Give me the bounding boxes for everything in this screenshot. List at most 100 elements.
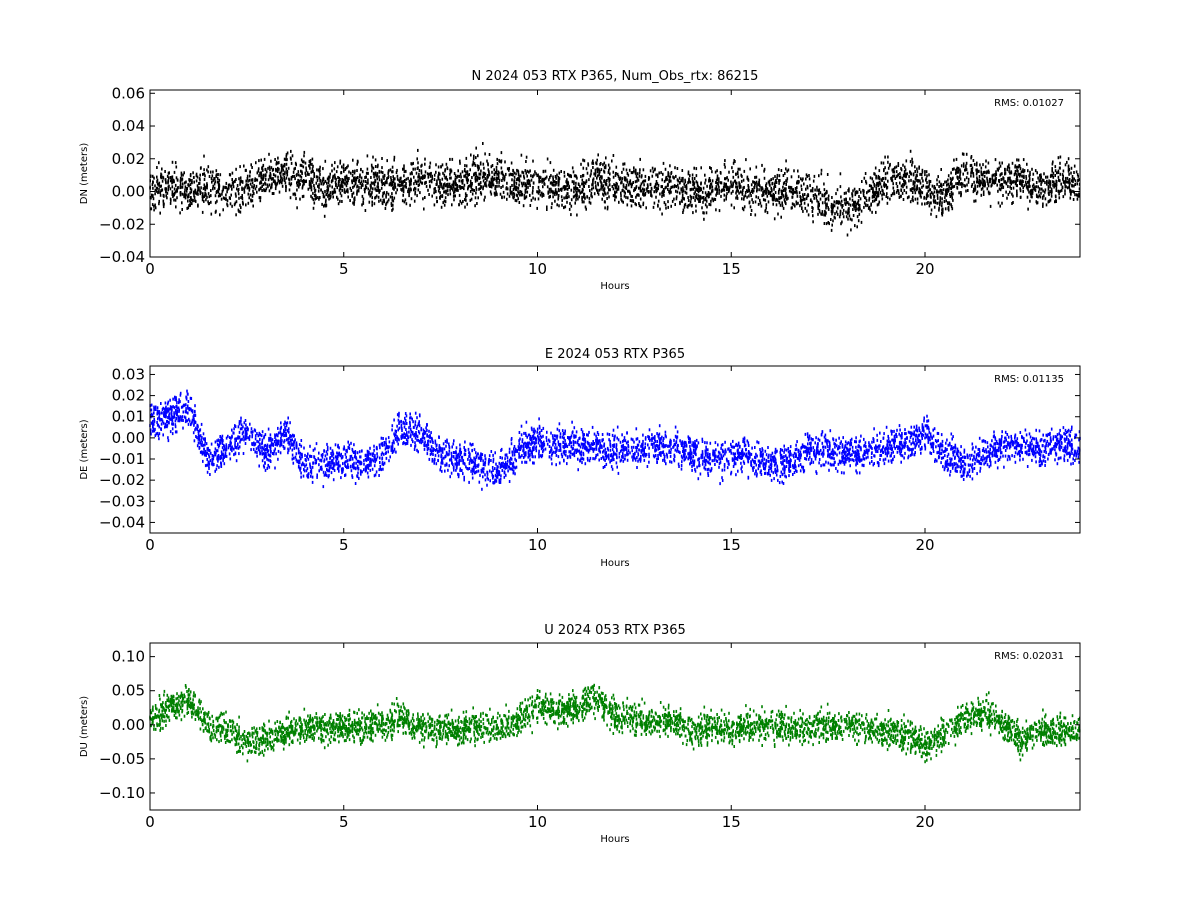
data-point bbox=[720, 453, 722, 457]
data-point bbox=[217, 173, 219, 176]
data-point bbox=[909, 188, 912, 192]
data-point bbox=[549, 161, 552, 165]
data-point bbox=[806, 194, 808, 198]
data-point bbox=[748, 201, 751, 205]
data-point bbox=[878, 187, 880, 191]
data-point bbox=[622, 200, 624, 204]
data-point bbox=[666, 177, 668, 181]
data-point bbox=[663, 190, 665, 194]
data-point bbox=[816, 199, 818, 203]
data-point bbox=[488, 180, 491, 184]
data-point bbox=[524, 184, 526, 188]
data-point bbox=[940, 191, 942, 195]
data-point bbox=[512, 195, 514, 199]
data-point bbox=[1000, 186, 1003, 190]
data-point bbox=[1051, 169, 1053, 173]
data-point bbox=[1035, 460, 1037, 464]
data-point bbox=[763, 169, 765, 173]
data-point bbox=[606, 207, 609, 211]
data-point bbox=[854, 224, 856, 228]
data-point bbox=[413, 175, 415, 179]
data-point bbox=[162, 199, 165, 203]
data-point bbox=[1059, 179, 1061, 183]
data-point bbox=[567, 192, 569, 196]
data-point bbox=[851, 192, 853, 196]
data-point bbox=[718, 209, 721, 213]
data-point bbox=[675, 195, 678, 199]
data-point bbox=[607, 163, 610, 167]
data-point bbox=[352, 169, 354, 173]
data-point bbox=[791, 202, 794, 206]
data-point bbox=[804, 197, 806, 201]
data-point bbox=[456, 184, 458, 187]
data-point bbox=[553, 180, 556, 184]
data-point bbox=[812, 206, 814, 210]
data-point bbox=[950, 179, 952, 183]
data-point bbox=[272, 177, 274, 181]
data-point bbox=[904, 165, 906, 169]
data-point bbox=[337, 179, 340, 183]
data-point bbox=[387, 192, 390, 196]
data-point bbox=[921, 191, 924, 195]
data-point bbox=[725, 182, 727, 186]
data-point bbox=[493, 168, 495, 172]
data-point bbox=[733, 159, 735, 163]
data-point bbox=[683, 205, 686, 209]
data-point bbox=[484, 172, 487, 176]
data-point bbox=[864, 172, 867, 175]
data-point bbox=[441, 185, 443, 189]
data-point bbox=[979, 466, 982, 470]
data-point bbox=[277, 161, 279, 165]
data-point bbox=[172, 192, 174, 196]
data-point bbox=[651, 174, 654, 178]
data-point bbox=[677, 179, 679, 183]
data-point bbox=[867, 189, 869, 193]
data-point bbox=[752, 468, 754, 472]
data-point bbox=[360, 184, 363, 188]
data-point bbox=[317, 168, 320, 172]
data-point bbox=[411, 162, 413, 166]
data-point bbox=[827, 196, 829, 200]
data-point bbox=[573, 180, 575, 184]
data-point bbox=[750, 213, 752, 216]
data-point bbox=[370, 176, 372, 179]
data-point bbox=[293, 167, 295, 171]
data-point bbox=[465, 198, 467, 202]
data-point bbox=[695, 174, 698, 178]
data-point bbox=[272, 192, 275, 195]
data-point bbox=[846, 211, 849, 215]
data-point bbox=[290, 177, 293, 181]
data-point bbox=[784, 199, 786, 203]
data-point bbox=[927, 185, 929, 189]
data-point bbox=[237, 446, 240, 450]
data-point bbox=[885, 195, 888, 198]
data-point bbox=[246, 177, 249, 180]
data-point bbox=[807, 194, 810, 198]
data-point bbox=[821, 441, 824, 445]
data-point bbox=[435, 196, 438, 200]
data-point bbox=[591, 161, 593, 165]
data-point bbox=[303, 179, 305, 182]
data-point bbox=[557, 175, 560, 179]
data-point bbox=[1068, 179, 1070, 183]
data-point bbox=[448, 182, 451, 186]
data-point bbox=[885, 183, 887, 187]
data-point bbox=[945, 193, 948, 197]
data-point bbox=[532, 196, 534, 200]
data-point bbox=[604, 191, 606, 195]
data-point bbox=[795, 465, 797, 469]
data-point bbox=[211, 180, 213, 184]
data-point bbox=[188, 195, 190, 199]
data-point bbox=[1016, 173, 1018, 177]
data-point bbox=[347, 179, 349, 183]
data-point bbox=[1014, 182, 1017, 186]
data-point bbox=[671, 185, 674, 189]
data-point bbox=[229, 202, 232, 206]
data-point bbox=[599, 175, 602, 179]
data-point bbox=[373, 171, 375, 175]
data-point bbox=[490, 177, 493, 181]
data-point bbox=[181, 192, 184, 196]
data-point bbox=[372, 166, 375, 170]
data-point bbox=[156, 178, 159, 182]
data-point bbox=[665, 175, 668, 179]
